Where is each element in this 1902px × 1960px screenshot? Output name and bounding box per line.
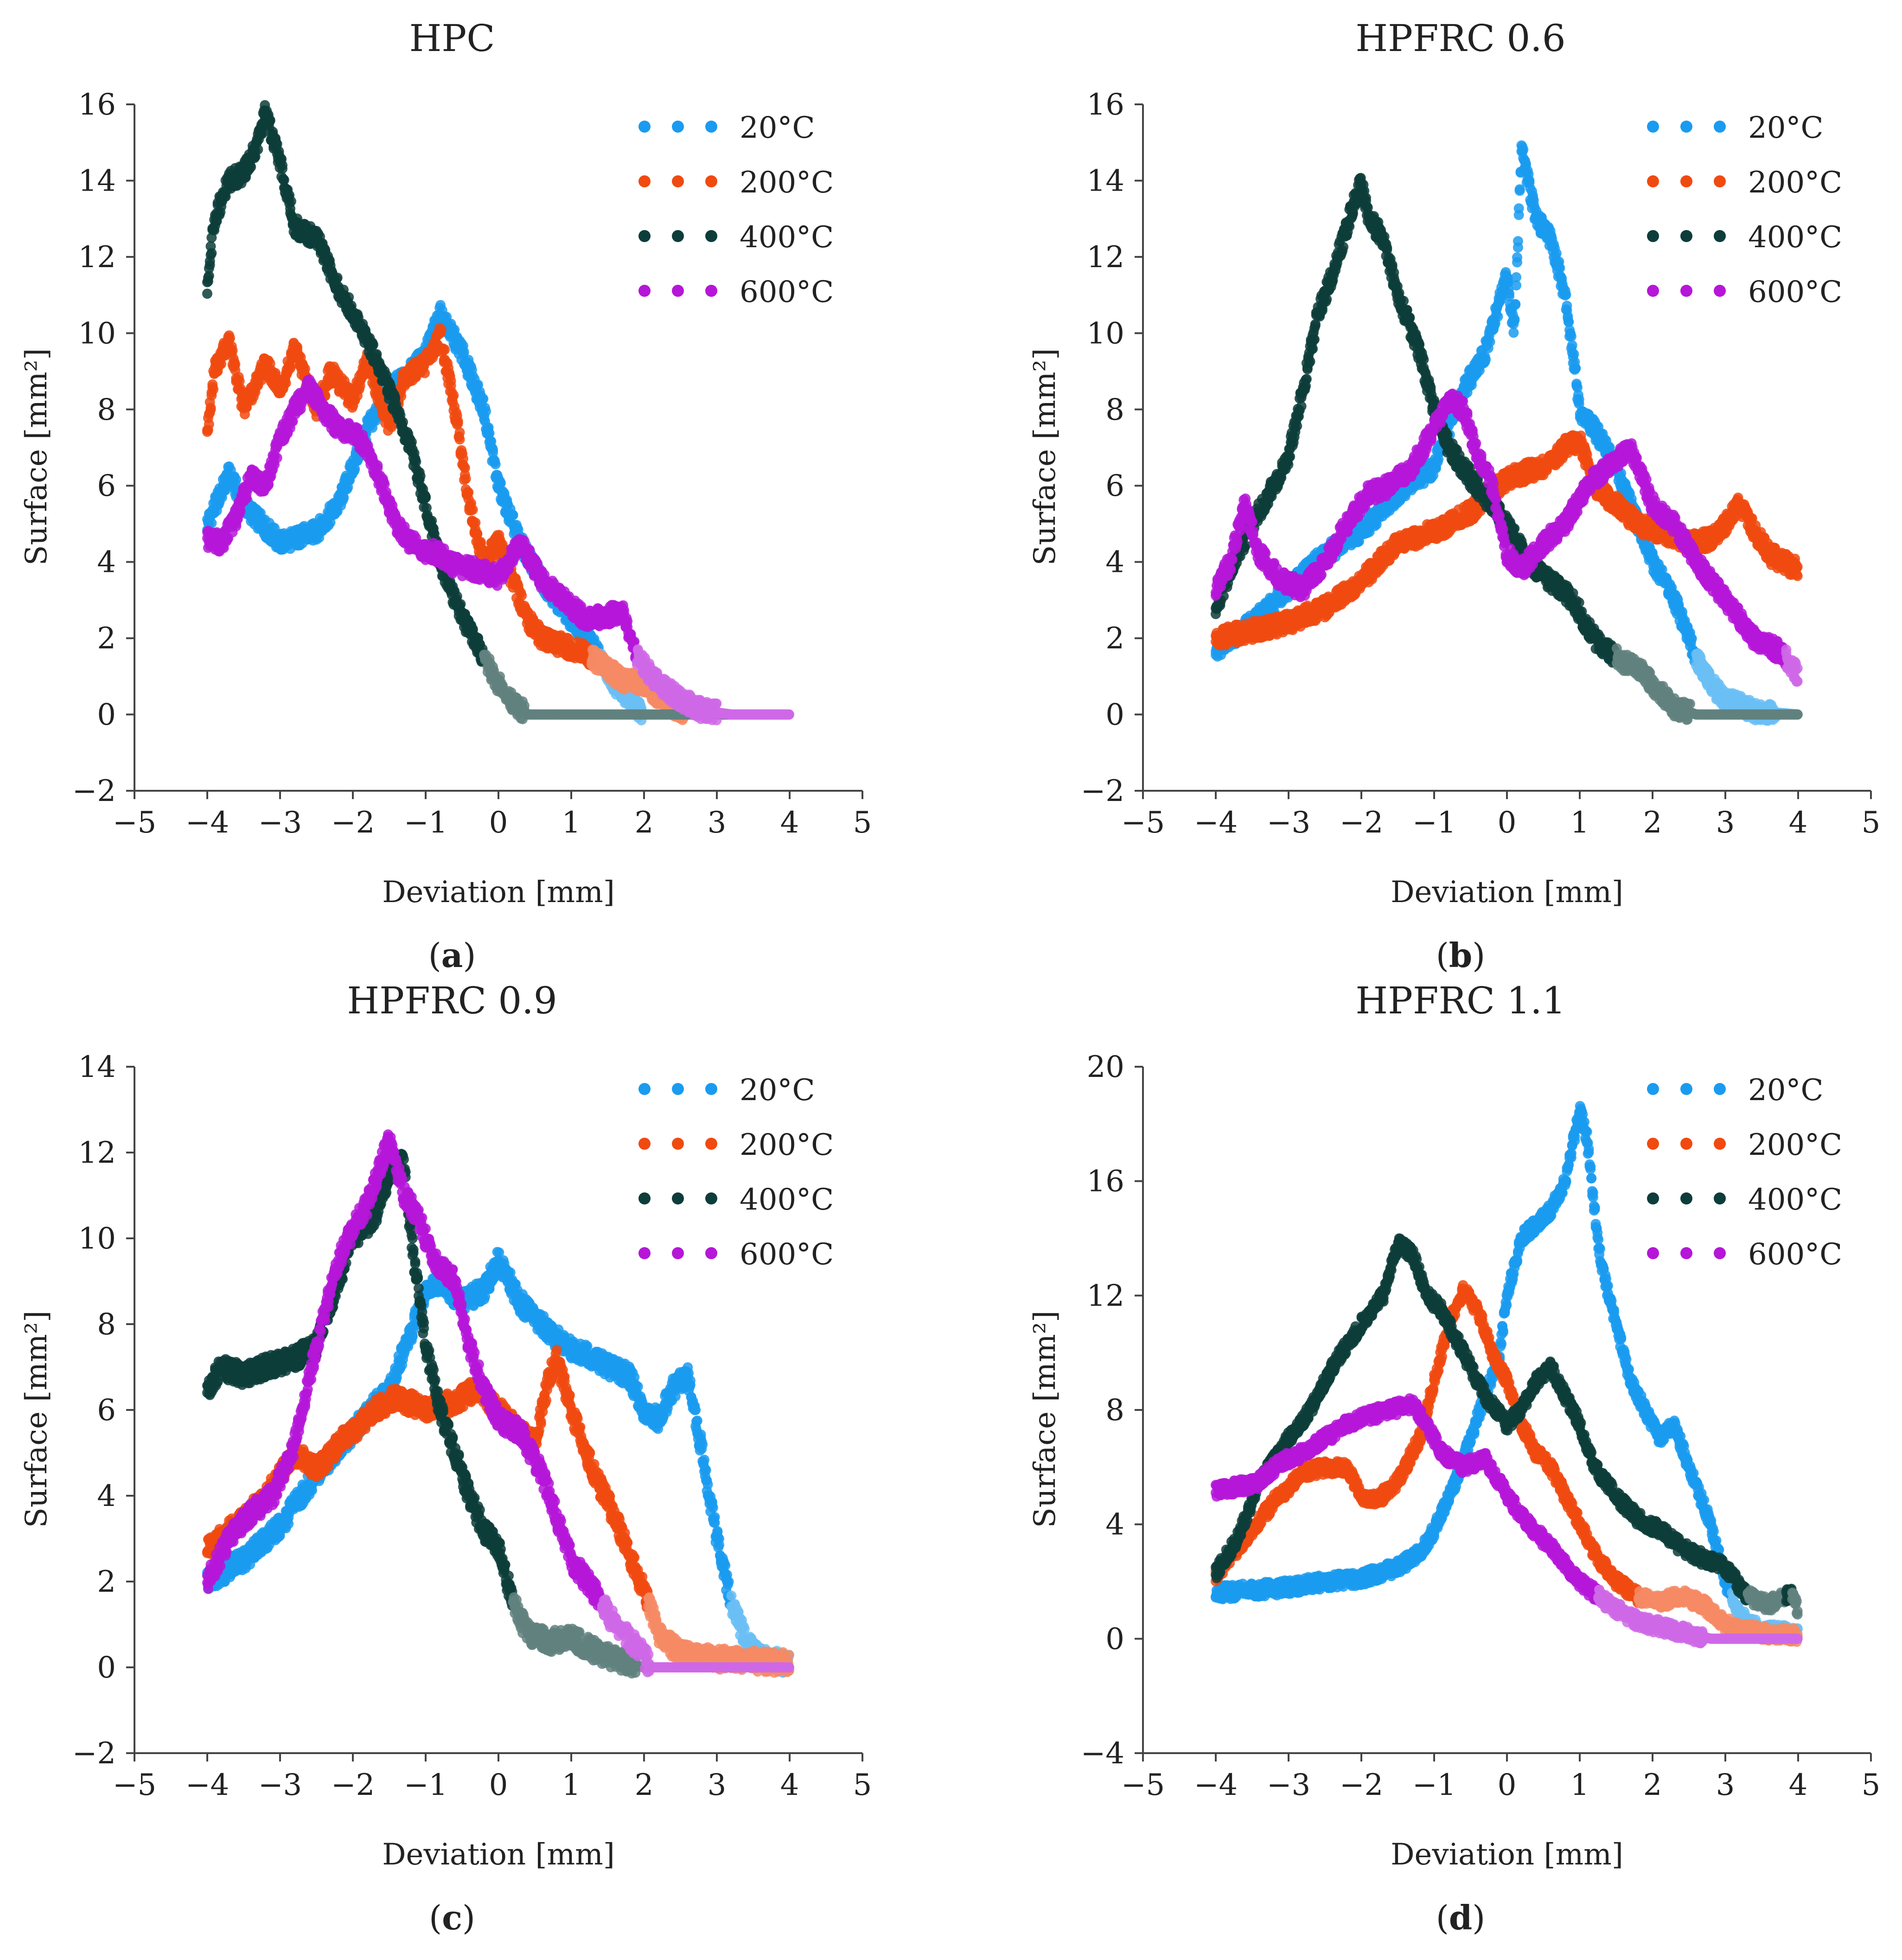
data-point [206,404,216,415]
data-point [448,390,459,400]
x-tick-label: 5 [853,806,872,840]
x-tick-label: 2 [635,806,654,840]
x-tick-label: −4 [185,806,229,840]
figure-canvas: HPC −20246810121416−5 −4 −3 −2 −1 0 1 2 3 4 5 20°C… [0,0,1902,1960]
data-point [231,474,241,485]
data-point [478,394,488,404]
data-point [455,435,465,445]
y-tick-label: 14 [78,164,116,198]
data-point [338,493,349,503]
data-point [468,505,478,515]
x-tick-label: 0 [489,806,508,840]
data-point [204,419,214,429]
x-tick-label: 1 [562,806,581,840]
data-point [481,406,491,416]
x-tick-label: 3 [708,806,727,840]
y-tick-label: 16 [78,88,116,122]
data-point [508,510,518,520]
y-tick-label: 8 [97,393,116,427]
data-point [440,345,450,355]
data-point [420,368,430,378]
y-tick-label: 10 [78,316,116,351]
data-point [208,384,218,395]
data-point [491,459,501,469]
data-point [436,325,447,335]
x-tick-label: −3 [258,806,302,840]
data-point [281,378,291,388]
x-tick-label: −5 [113,806,156,840]
data-point [461,474,471,484]
y-tick-label: 12 [78,240,116,275]
panel-title: HPC [409,17,495,60]
data-point [453,418,463,429]
x-tick-label: −2 [331,806,375,840]
y-tick-label: 0 [97,698,116,732]
y-tick-label: 4 [97,545,116,580]
data-point [470,518,480,528]
y-tick-label: 6 [97,469,116,503]
x-tick-label: −1 [404,806,447,840]
data-point [517,590,527,601]
y-tick-label: 2 [97,621,116,656]
x-tick-label: 4 [780,806,799,840]
y-tick-label: −2 [72,774,116,808]
